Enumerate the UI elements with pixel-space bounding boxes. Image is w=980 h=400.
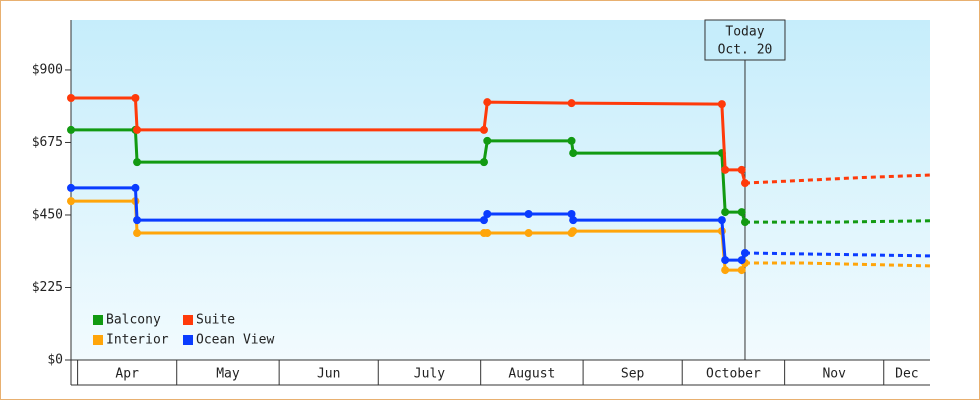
point	[737, 208, 746, 217]
forecast-line	[744, 173, 931, 185]
point	[740, 179, 749, 188]
x-tick-label: May	[216, 367, 240, 382]
point	[524, 210, 533, 219]
point	[569, 227, 578, 236]
x-tick-label: Dec	[895, 367, 918, 382]
point	[567, 136, 576, 145]
point	[740, 249, 749, 258]
plot-area	[71, 20, 930, 360]
y-tick-label: $900	[32, 62, 63, 77]
point	[133, 229, 142, 238]
point	[737, 165, 746, 174]
x-tick-label: Apr	[115, 367, 139, 382]
x-tick-label: July	[414, 367, 445, 382]
point	[133, 125, 142, 134]
point	[740, 218, 749, 227]
legend-label: Interior	[106, 333, 169, 348]
y-tick-label: $450	[32, 207, 63, 222]
point	[567, 99, 576, 108]
point	[67, 183, 75, 192]
legend-swatch	[183, 315, 193, 325]
point	[131, 183, 140, 192]
point	[737, 256, 746, 265]
point	[133, 216, 142, 225]
legend-label: Balcony	[106, 313, 161, 328]
today-box	[704, 19, 786, 61]
point	[524, 229, 533, 238]
point	[483, 229, 492, 238]
point	[567, 210, 576, 219]
point	[67, 197, 75, 206]
point	[717, 216, 726, 225]
series-line	[71, 96, 747, 184]
point	[721, 208, 730, 217]
point	[569, 216, 578, 225]
point	[721, 256, 730, 265]
point	[479, 216, 488, 225]
today-label: Today	[725, 25, 764, 40]
point	[717, 100, 726, 109]
point	[483, 136, 492, 145]
y-tick-label: $225	[32, 280, 63, 295]
point	[479, 158, 488, 167]
legend-label: Suite	[196, 313, 235, 328]
point	[67, 125, 75, 134]
point	[569, 149, 578, 158]
point	[67, 93, 75, 102]
y-tick-label: $0	[47, 353, 63, 368]
legend-swatch	[93, 335, 103, 345]
y-tick-label: $675	[32, 135, 63, 150]
point	[133, 158, 142, 167]
x-tick-label: October	[706, 367, 761, 382]
point	[131, 93, 140, 102]
forecast-line	[744, 261, 931, 268]
x-tick-label: Jun	[317, 367, 340, 382]
x-tick-label: Nov	[822, 367, 846, 382]
point	[479, 125, 488, 134]
forecast-line	[744, 251, 931, 258]
today-label: Oct. 20	[718, 43, 773, 58]
point	[483, 210, 492, 219]
legend-swatch	[183, 335, 193, 345]
legend-swatch	[93, 315, 103, 325]
legend-label: Ocean View	[196, 333, 274, 348]
point	[721, 165, 730, 174]
point	[737, 266, 746, 275]
forecast-line	[744, 219, 931, 224]
x-tick-label: August	[508, 367, 555, 382]
x-tick-label: Sep	[621, 367, 645, 382]
point	[721, 266, 730, 275]
point	[483, 98, 492, 107]
